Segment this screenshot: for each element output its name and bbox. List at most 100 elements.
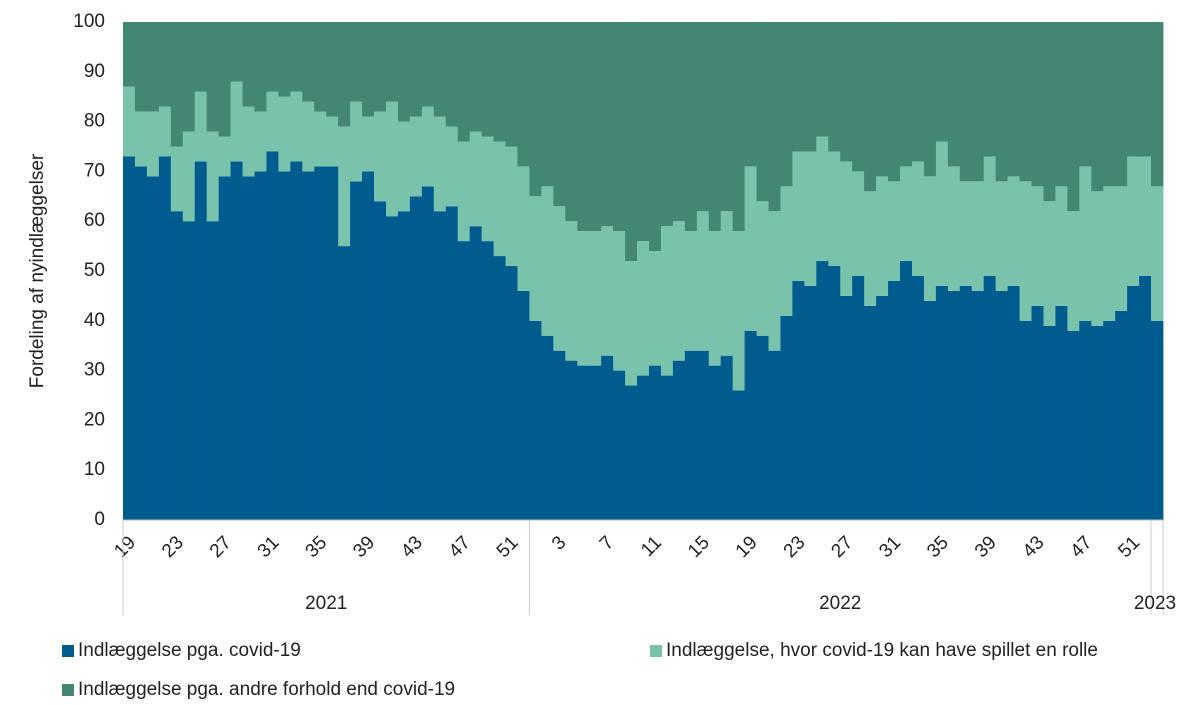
bar-segment [445,206,459,520]
bar-segment [1139,156,1152,276]
x-tick-label: 51 [493,532,523,562]
bar-segment [1055,22,1068,187]
bar-segment [409,22,423,117]
y-tick-label: 0 [94,509,105,530]
bar-segment [218,176,231,520]
bar-segment [1151,22,1164,187]
bar-segment [290,161,303,520]
bar-segment [935,22,949,142]
bar-segment [254,22,267,112]
bar-segment [433,22,447,117]
bar-segment [469,226,483,520]
bar-segment [792,151,805,281]
legend-swatch [62,645,74,657]
bar-segment [254,111,267,172]
bar-segment [1067,22,1080,212]
bar-segment [242,106,255,177]
bar-segment [541,335,554,520]
bar-segment [923,22,937,177]
bar-segment [625,261,638,386]
bar-segment [637,22,650,242]
bar-segment [648,22,662,252]
bar-segment [385,101,399,217]
bar-segment [577,365,590,520]
x-tick-label: 43 [397,532,427,562]
bar-segment [230,161,243,520]
bar-segment [350,181,363,521]
bar-segment [888,22,901,182]
bar-segment [1043,22,1056,202]
bar-segment [660,226,674,376]
bar-segment [816,136,829,262]
bar-segment [768,211,781,351]
x-tick-label: 47 [445,532,475,562]
bar-segment [1007,22,1020,177]
bar-segment [852,275,865,520]
bar-segment [696,211,710,351]
x-tick-label: 19 [732,532,762,562]
bar-segment [278,22,291,97]
bar-segment [338,246,351,520]
bar-segment [1055,186,1068,306]
bar-segment [302,101,315,172]
bar-segment [589,365,602,520]
legend-label: Indlæggelse pga. andre forhold end covid… [78,679,455,700]
bar-segment [170,22,184,147]
bar-segment [397,121,411,212]
bar-segment [254,171,267,520]
bar-segment [971,181,985,291]
bar-segment [230,22,243,82]
bar-segment [517,290,530,520]
bar-segment [840,161,853,296]
bar-segment [852,171,865,276]
bar-segment [720,22,734,212]
bar-segment [876,176,889,296]
bar-segment [708,22,722,232]
bar-segment [134,22,148,112]
bar-segment [481,22,494,137]
bar-segment [1031,22,1044,187]
bar-segment [290,91,303,162]
x-tick-label: 15 [684,532,714,562]
bar-segment [613,370,626,520]
bar-segment [338,22,351,127]
bar-segment [445,22,459,127]
bar-segment [529,196,542,321]
bar-segment [338,126,351,247]
bar-segment [206,22,220,132]
bar-segment [397,211,411,521]
bar-segment [1091,191,1104,326]
bar-segment [935,285,949,520]
bar-segment [876,295,889,520]
bar-segment [314,22,327,112]
bar-segment [900,166,913,262]
bar-segment [720,211,734,356]
bar-segment [672,22,686,222]
bar-segment [278,96,291,172]
bar-segment [792,22,805,152]
legend-label: Indlæggelse pga. covid-19 [78,640,301,661]
bar-segment [613,22,626,232]
bar-segment [840,295,853,520]
y-tick-label: 80 [84,111,105,132]
bar-segment [601,355,614,520]
bar-segment [158,22,172,107]
bar-segment [1091,22,1104,192]
bar-segment [708,231,722,366]
bar-segment [708,365,722,520]
bar-segment [660,22,674,227]
bar-segment [828,266,841,520]
bar-segment [983,275,997,520]
bar-segment [744,22,757,167]
bar-segment [648,251,662,366]
bar-segment [1139,22,1152,157]
x-tick-label: 19 [110,532,140,562]
bar-segment [1103,320,1116,520]
bar-segment [266,91,279,152]
bar-segment [134,111,148,167]
bar-segment [816,261,829,520]
bar-segment [421,186,435,520]
bar-segment [1019,22,1032,182]
bar-segment [696,22,710,212]
